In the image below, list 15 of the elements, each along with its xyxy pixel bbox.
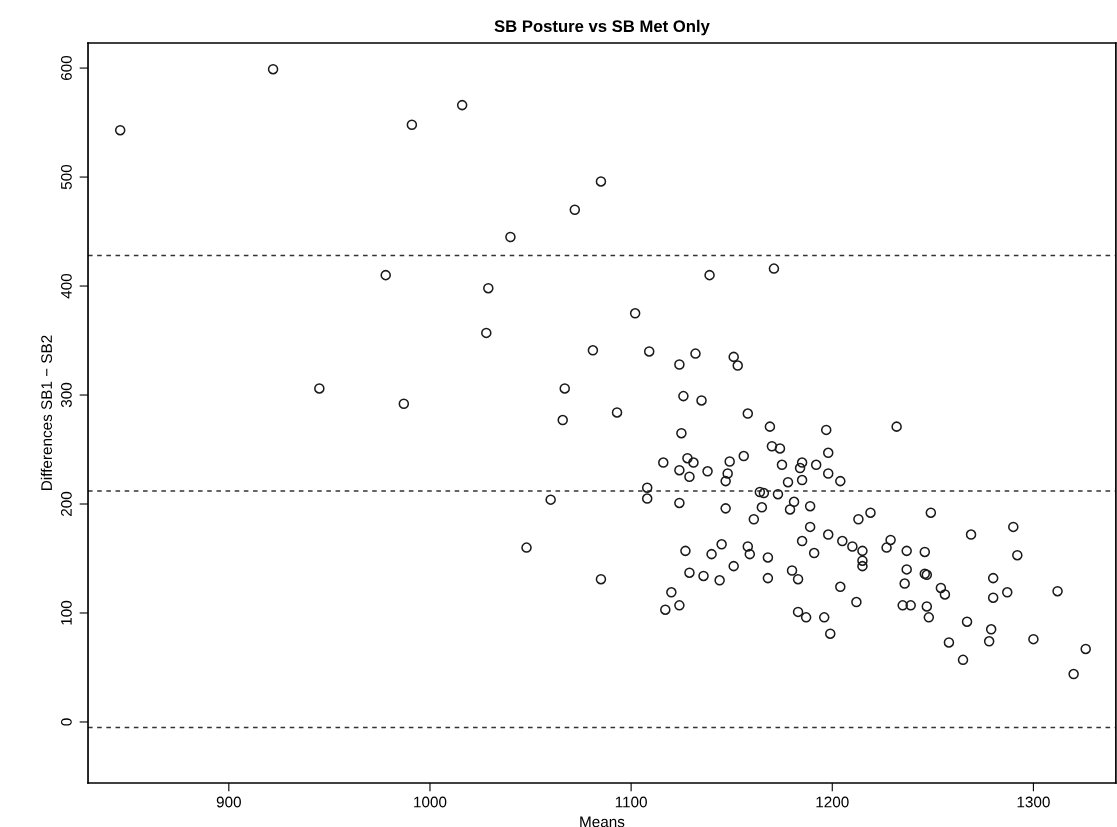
x-tick-label: 900 bbox=[216, 796, 241, 808]
y-tick-label: 100 bbox=[60, 600, 72, 625]
y-axis-title: Differences SB1 − SB2 bbox=[40, 335, 53, 490]
x-tick-label: 1200 bbox=[816, 796, 849, 808]
x-axis-title: Means bbox=[580, 816, 625, 827]
y-tick-label: 600 bbox=[60, 55, 72, 81]
y-tick-label: 400 bbox=[60, 273, 72, 299]
chart-title: SB Posture vs SB Met Only bbox=[494, 19, 710, 36]
x-tick-label: 1100 bbox=[615, 796, 647, 808]
y-tick-label: 500 bbox=[60, 164, 72, 190]
x-tick-label: 1300 bbox=[1017, 796, 1050, 808]
x-tick-label: 1000 bbox=[414, 796, 447, 808]
y-tick-label: 300 bbox=[60, 382, 72, 408]
y-tick-label: 200 bbox=[60, 491, 72, 516]
y-tick-label: 0 bbox=[60, 718, 72, 726]
